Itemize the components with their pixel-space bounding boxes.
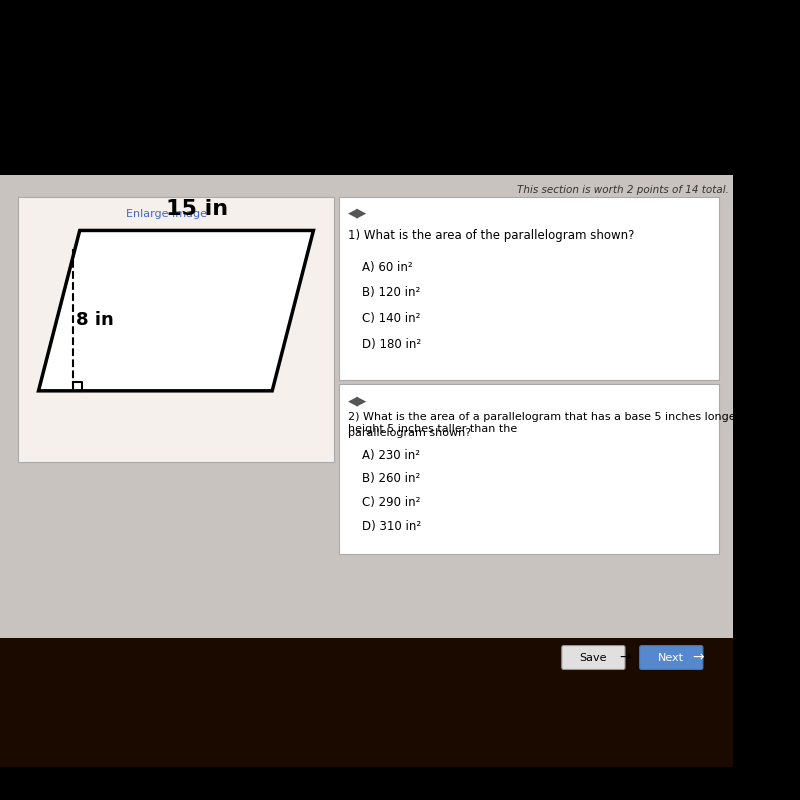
Text: B) 260 in²: B) 260 in² (362, 472, 420, 486)
Text: →: → (619, 650, 631, 665)
Text: ◀▶: ◀▶ (348, 206, 367, 219)
Polygon shape (38, 230, 314, 391)
Text: →: → (693, 650, 704, 665)
Text: Enlarge Image: Enlarge Image (126, 210, 207, 219)
Text: This section is worth 2 points of 14 total.: This section is worth 2 points of 14 tot… (517, 185, 729, 194)
Text: A) 230 in²: A) 230 in² (362, 449, 420, 462)
Text: 8 in: 8 in (76, 311, 114, 329)
Text: 2) What is the area of a parallelogram that has a base 5 inches longer and a hei: 2) What is the area of a parallelogram t… (348, 412, 775, 434)
Text: C) 290 in²: C) 290 in² (362, 496, 420, 510)
Text: Next: Next (658, 653, 684, 662)
FancyBboxPatch shape (0, 34, 733, 766)
FancyBboxPatch shape (339, 385, 719, 554)
FancyBboxPatch shape (18, 197, 334, 462)
Text: 15 in: 15 in (166, 199, 228, 219)
Text: D) 310 in²: D) 310 in² (362, 520, 421, 533)
Text: A) 60 in²: A) 60 in² (362, 261, 413, 274)
Bar (0, 638, 733, 766)
Text: parallelogram shown?: parallelogram shown? (348, 429, 471, 438)
Text: D) 180 in²: D) 180 in² (362, 338, 421, 350)
Text: B) 120 in²: B) 120 in² (362, 286, 420, 299)
Text: ◀▶: ◀▶ (348, 394, 367, 407)
Text: C) 140 in²: C) 140 in² (362, 312, 420, 325)
FancyBboxPatch shape (562, 646, 625, 670)
Text: 1) What is the area of the parallelogram shown?: 1) What is the area of the parallelogram… (348, 229, 634, 242)
FancyBboxPatch shape (640, 646, 703, 670)
Text: Save: Save (579, 653, 606, 662)
FancyBboxPatch shape (339, 197, 719, 380)
Bar (0, 34, 733, 175)
